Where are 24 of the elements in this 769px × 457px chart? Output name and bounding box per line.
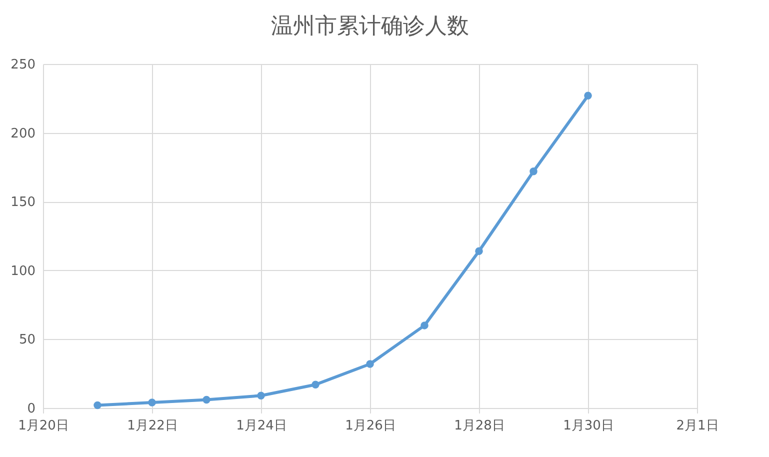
y-tick-label: 250 <box>10 58 36 72</box>
point <box>584 92 592 100</box>
x-tick-label: 1月20日 <box>18 418 69 434</box>
point <box>202 396 210 404</box>
x-tick-label: 1月28日 <box>454 418 505 434</box>
y-tick-label: 0 <box>27 402 36 416</box>
point <box>257 392 265 400</box>
x-tick-label: 1月22日 <box>127 418 178 434</box>
point <box>94 401 102 410</box>
x-tick-label: 1月30日 <box>563 418 614 434</box>
y-tick-label: 50 <box>18 332 36 348</box>
y-tick-label: 150 <box>10 195 36 210</box>
chart-title: 温州市累计确诊人数 <box>271 14 469 39</box>
x-tick-label: 1月24日 <box>236 418 287 434</box>
point <box>312 380 320 388</box>
y-tick-label: 200 <box>10 126 36 142</box>
point <box>366 360 374 368</box>
y-tick-label: 100 <box>10 264 36 279</box>
x-tick-label: 1月26日 <box>345 418 396 434</box>
point <box>148 398 156 406</box>
point <box>420 322 428 330</box>
x-tick-label: 2月1日 <box>676 418 719 434</box>
point <box>530 167 538 176</box>
point <box>475 247 483 255</box>
